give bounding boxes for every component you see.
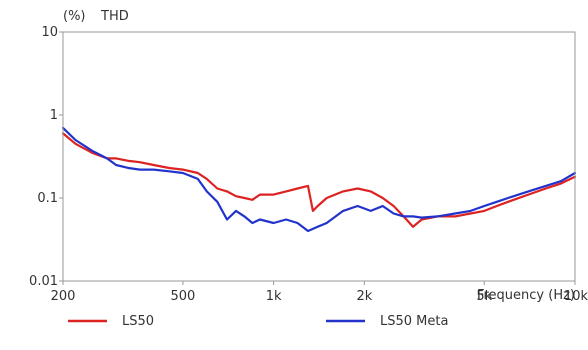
- chart-title: THD: [100, 9, 129, 24]
- x-tick-label: 5k: [476, 289, 492, 304]
- y-tick-label: 1: [50, 108, 58, 123]
- x-tick-label: 2k: [356, 289, 372, 304]
- x-axis-label: Frequency (Hz): [477, 288, 575, 303]
- y-axis-ticks: 10 1 0.1 0.01: [29, 25, 63, 289]
- legend: LS50 LS50 Meta: [68, 314, 448, 329]
- plot-lines: [61, 126, 577, 233]
- y-unit-label: (%): [63, 9, 86, 24]
- x-axis-ticks: 200 500 1k 2k 5k 10k: [51, 281, 588, 304]
- x-tick-label: 500: [171, 289, 196, 304]
- plot-frame: [62, 31, 576, 282]
- series-line-2: [61, 126, 577, 233]
- y-tick-label: 0.01: [29, 274, 58, 289]
- series-line-1: [61, 132, 577, 228]
- y-tick-label: 0.1: [37, 191, 58, 206]
- x-tick-label: 200: [51, 289, 76, 304]
- legend-label-2: LS50 Meta: [380, 314, 448, 329]
- legend-label-1: LS50: [122, 314, 154, 329]
- x-tick-label: 1k: [266, 289, 282, 304]
- y-tick-label: 10: [41, 25, 58, 40]
- x-tick-label: 10k: [564, 289, 588, 304]
